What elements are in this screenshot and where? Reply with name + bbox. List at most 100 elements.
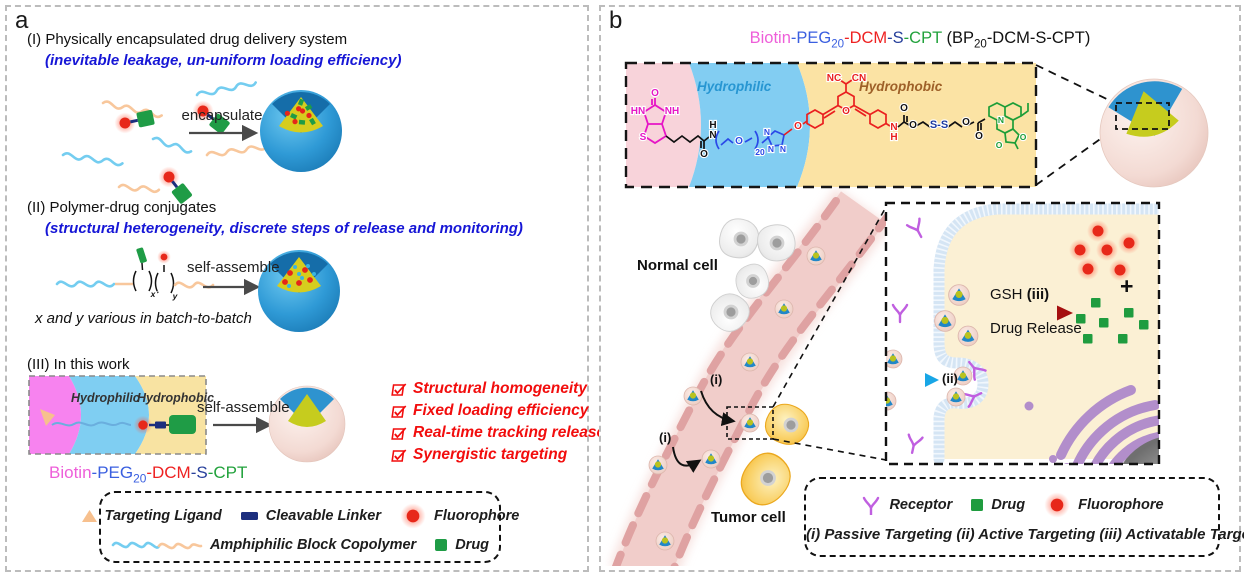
micelle-sphere-b [1099, 78, 1209, 188]
pendant-drug-icon [136, 247, 147, 264]
legend-a: Targeting Ligand Cleavable Linker Fluoro… [81, 491, 519, 563]
hydrophobic-label-a: Hydrophobic [137, 391, 215, 405]
inset-border [884, 201, 1161, 466]
checklist-item: Fixed loading efficiency [391, 402, 588, 420]
atom-label: O [700, 149, 708, 160]
zoom-callout-rect [726, 406, 774, 440]
cytoplasm [939, 209, 1159, 459]
section2-title: (II) Polymer-drug conjugates [27, 199, 217, 216]
gsh-label: GSH (iii) [990, 286, 1049, 303]
panel-a: x y [5, 5, 605, 572]
atom-label: S [640, 132, 647, 143]
plus-sign: + [1120, 273, 1134, 299]
legend-copolymer: Amphiphilic Block Copolymer [111, 537, 416, 553]
checklist-item: Synergistic targeting [391, 446, 567, 464]
legend-label: Fluorophore [1078, 497, 1164, 513]
drug-release-label: Drug Release [990, 320, 1082, 337]
atom-label: N [998, 115, 1004, 125]
drug-icon [971, 499, 984, 511]
polymer-wave-icon [117, 183, 161, 193]
conjugated-fluorophores [282, 267, 313, 286]
tumor-cell-nucleus [760, 470, 776, 486]
biotin-structure [642, 98, 668, 145]
legend-drug: Drug [434, 537, 489, 553]
fluorophore-icon [400, 502, 426, 529]
golgi-apparatus [1056, 385, 1159, 464]
drug-icon [169, 415, 196, 434]
active-targeting-label: (ii) [942, 371, 958, 386]
amphiphilic-copolymer-icon [111, 541, 203, 549]
checkbox-icon [391, 448, 407, 462]
title-alias-open: (BP [941, 29, 974, 47]
vesicles [1024, 401, 1077, 464]
title-peg: -PEG [790, 29, 832, 47]
polymer-peg: -PEG [91, 463, 134, 482]
micelle-sphere-1 [260, 90, 342, 172]
tumor-cell-nucleus [783, 417, 799, 433]
unimer-structure-box [28, 375, 207, 455]
legend-label: Drug [991, 497, 1026, 513]
checkbox-icon [391, 404, 407, 418]
hydrophobic-label-b: Hydrophobic [859, 79, 943, 94]
legend-label: Drug [455, 536, 490, 553]
title-biotin: Biotin [749, 29, 791, 47]
checklist-text: Fixed loading efficiency [413, 402, 589, 419]
polymer-wave-icon [151, 136, 193, 154]
checkbox-icon [391, 382, 407, 396]
cpt-structure [988, 102, 1029, 150]
atom-label: NC [827, 73, 841, 84]
receptor-icon [863, 496, 880, 515]
section1-subtitle: (inevitable leakage, un-uniform loading … [45, 52, 402, 69]
atom-label: O [975, 131, 983, 142]
free-polymers-illustration [61, 81, 268, 208]
atom-label: CN [852, 73, 866, 84]
callout-line [772, 438, 887, 461]
callout-line [1035, 126, 1118, 186]
passive-targeting-label-2: (i) [659, 430, 672, 445]
gsh-text: GSH [990, 286, 1027, 303]
gsh-release-arrow [987, 305, 1073, 321]
atom-label: H [709, 120, 716, 131]
dcm-structure [783, 79, 891, 136]
legend-label: Receptor [889, 497, 953, 513]
batch-note: x and y various in batch-to-batch [35, 310, 252, 327]
legend-label: Targeting Ligand [104, 507, 222, 524]
legend-a-row-1: Targeting Ligand Cleavable Linker Fluoro… [81, 502, 519, 530]
title-alias-rest: -DCM-S-CPT) [986, 29, 1091, 47]
polymer-s: -S [190, 463, 208, 482]
hydrophilic-label-a: Hydrophilic [71, 391, 140, 405]
legend-b-row-1: Receptor Drug Fluorophore [806, 491, 1218, 519]
atom-label: 20 [755, 147, 765, 157]
normal-cell-nuclei [723, 231, 785, 320]
checklist-text: Structural homogeneity [413, 380, 587, 397]
paren-icon [154, 272, 159, 294]
panel-b-label: b [609, 7, 623, 34]
atom-label: HN [631, 106, 645, 117]
atom-label: NH [665, 106, 679, 117]
micelle-sphere-2 [258, 250, 340, 332]
atom-label: O [962, 117, 970, 128]
callout-line [772, 206, 887, 408]
legend-fluorophore: Fluorophore [399, 502, 519, 530]
polymer-name: Biotin-PEG20-DCM-S-CPT [49, 463, 247, 485]
chemical-structure-box: O HN NH S O H N [624, 61, 1038, 189]
targeting-modes: (i) Passive Targeting (ii) Active Target… [806, 526, 1244, 543]
polymer-wave-icon [205, 145, 268, 157]
panel-a-label: a [15, 7, 29, 34]
released-drugs [1076, 298, 1149, 344]
active-targeting-arrow [897, 373, 939, 387]
atom-label: N [890, 122, 897, 133]
title-peg-sub: 20 [831, 38, 845, 51]
linker-chain [665, 134, 710, 149]
drug-icon [435, 538, 448, 551]
atom-label: H [890, 132, 897, 143]
encapsulated-cargo [284, 98, 316, 126]
vessel-wall [670, 209, 894, 566]
polymer-chain-icon [51, 421, 132, 427]
legend-cleavable-linker: Cleavable Linker [240, 508, 381, 524]
nucleus [1122, 437, 1159, 464]
repeat-x-label: x [150, 289, 157, 299]
legend-drug-b: Drug [970, 497, 1025, 513]
tumor-cell-label: Tumor cell [711, 509, 786, 526]
